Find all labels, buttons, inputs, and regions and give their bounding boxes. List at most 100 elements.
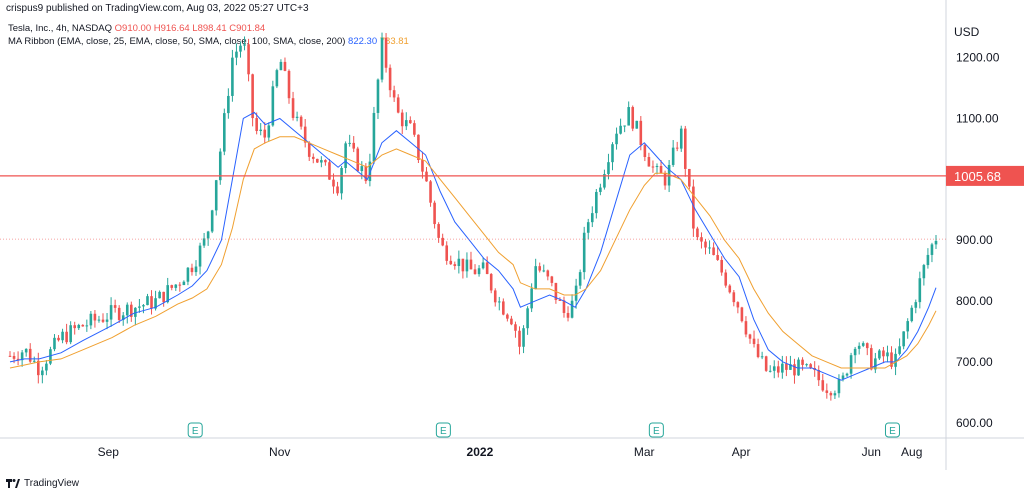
candle-body <box>311 156 315 159</box>
candle-body <box>643 145 647 158</box>
candle-body <box>817 370 821 381</box>
candle-body <box>336 186 339 194</box>
candle-body <box>170 285 174 288</box>
candle-body <box>853 348 857 356</box>
candle-body <box>878 350 881 359</box>
candle-body <box>417 134 420 161</box>
candle-body <box>590 213 594 223</box>
candle-body <box>404 120 408 127</box>
candle-body <box>530 288 533 309</box>
x-tick-label: Mar <box>634 445 655 459</box>
candle-body <box>789 364 792 370</box>
candle-body <box>934 240 938 245</box>
candle-body <box>210 210 214 232</box>
candle-body <box>81 324 85 327</box>
legend-ma1-value: 822.30 <box>348 36 378 47</box>
candle-body <box>841 375 845 379</box>
price-chart[interactable]: 1005.68 USD 1200.00 1100.00 900.00 800.00 700… <box>0 0 1024 470</box>
candle-body <box>182 281 186 286</box>
earnings-marker-label: E <box>440 426 447 437</box>
candle-body <box>546 270 550 277</box>
candle-body <box>24 348 28 353</box>
candle-body <box>615 133 618 145</box>
candle-body <box>109 305 113 320</box>
candle-body <box>493 290 497 303</box>
candle-body <box>886 352 889 357</box>
x-tick-label: Aug <box>901 445 922 459</box>
candle-body <box>372 112 376 162</box>
legend-ma2-value: 783.81 <box>379 36 409 47</box>
earnings-marker-box <box>187 422 203 438</box>
legend-indicator-row: MA Ribbon (EMA, close, 25, EMA, close, 5… <box>8 35 409 48</box>
candle-body <box>562 300 566 313</box>
candle-body <box>453 264 457 267</box>
candle-body <box>902 331 905 347</box>
candle-body <box>623 125 626 127</box>
candle-body <box>198 245 202 267</box>
legend-symbol: Tesla, Inc., 4h, NASDAQ <box>8 23 113 34</box>
candle-body <box>16 358 20 361</box>
candle-body <box>101 319 105 322</box>
earnings-marker-label: E <box>889 426 896 437</box>
candle-body <box>190 267 194 273</box>
x-tick-label: Apr <box>732 445 751 459</box>
earnings-marker-box <box>884 422 900 438</box>
candle-body <box>37 360 40 376</box>
candle-body <box>429 181 432 203</box>
candle-body <box>514 324 517 331</box>
candle-body <box>275 70 279 87</box>
level-label-box <box>946 165 1024 186</box>
candle-body <box>724 272 728 286</box>
candle-body <box>283 61 287 71</box>
candle-body <box>69 325 72 343</box>
candle-body <box>340 167 343 194</box>
ma-slow-line <box>9 136 937 369</box>
candle-body <box>671 147 675 165</box>
candle-body <box>760 356 764 358</box>
candle-body <box>692 186 695 229</box>
candles <box>8 32 938 401</box>
candle-body <box>255 118 258 132</box>
candle-body <box>489 274 493 291</box>
candle-body <box>461 258 465 272</box>
candle-body <box>930 244 934 255</box>
candle-body <box>348 142 351 144</box>
candle-body <box>837 378 841 394</box>
candle-body <box>473 269 477 275</box>
candle-body <box>235 51 238 58</box>
candle-body <box>756 344 760 358</box>
candle-body <box>728 285 732 293</box>
candle-body <box>303 126 307 143</box>
candle-body <box>764 356 768 371</box>
candle-body <box>291 98 295 118</box>
candle-body <box>113 305 117 308</box>
candle-body <box>785 363 788 370</box>
candle-body <box>287 70 291 99</box>
x-tick-label: 2022 <box>467 445 494 459</box>
candle-body <box>821 380 825 391</box>
y-tick-label: 1100.00 <box>956 112 999 126</box>
candle-body <box>716 255 719 260</box>
candle-body <box>914 302 918 308</box>
candle-body <box>150 296 153 309</box>
candle-body <box>97 319 101 321</box>
y-tick-label: 800.00 <box>956 294 993 308</box>
candle-body <box>696 228 699 238</box>
candle-body <box>154 298 157 309</box>
candle-body <box>271 86 275 126</box>
candle-body <box>558 299 562 301</box>
candle-body <box>437 224 440 238</box>
candle-body <box>922 265 926 279</box>
candle-body <box>421 160 424 172</box>
candle-body <box>178 284 182 286</box>
candle-body <box>627 107 630 126</box>
candle-body <box>566 312 570 318</box>
candle-body <box>570 300 574 318</box>
candle-body <box>655 166 659 168</box>
candle-body <box>607 162 610 175</box>
y-tick-label: 600.00 <box>956 416 993 430</box>
candle-body <box>708 247 711 249</box>
candle-body <box>138 306 141 308</box>
candle-body <box>768 370 772 372</box>
